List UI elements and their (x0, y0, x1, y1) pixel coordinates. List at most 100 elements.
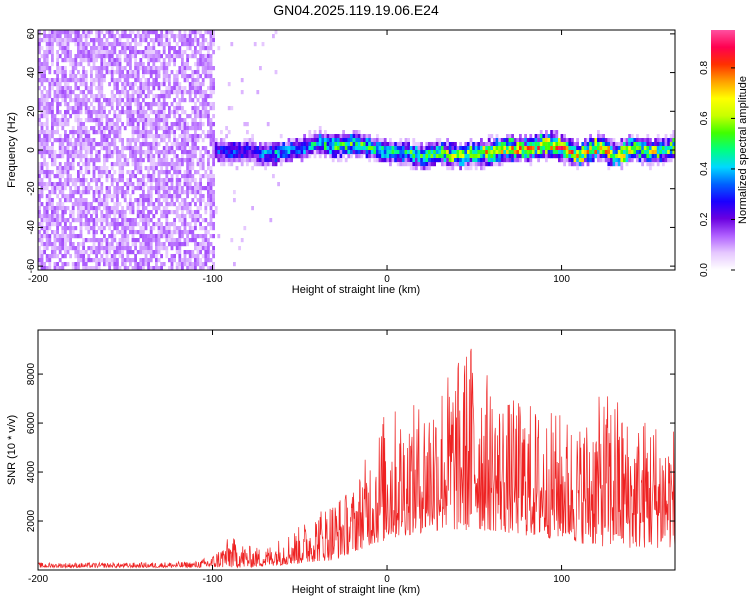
spectrogram-cell (584, 150, 587, 155)
spectrogram-cell (498, 142, 501, 147)
spectrogram-cell (175, 246, 179, 251)
spectrogram-cell (659, 142, 663, 147)
spectrogram-cell (168, 230, 171, 235)
spectrogram-cell (82, 66, 85, 71)
spectrogram-cell (225, 154, 228, 159)
spectrogram-cell (204, 262, 208, 267)
spectrogram-cell (95, 198, 98, 203)
spectrogram-cell (69, 98, 72, 103)
spectrogram-cell (183, 218, 187, 223)
spectrogram-cell (555, 138, 559, 143)
spectrogram-cell (586, 150, 590, 155)
spectrogram-cell (66, 38, 70, 43)
spectrogram-cell (90, 102, 93, 107)
spectrogram-cell (95, 94, 98, 99)
spectrogram-cell (511, 146, 514, 151)
spectrogram-cell (92, 226, 96, 231)
spectrogram-cell (519, 146, 522, 151)
spectrogram-cell (550, 138, 553, 143)
spectrogram-cell (84, 118, 88, 123)
spectrogram-cell (191, 106, 195, 111)
spectrogram-cell (105, 222, 109, 227)
spectrogram-cell (170, 178, 174, 183)
spectrogram-cell (253, 142, 257, 147)
spectrogram-cell (272, 174, 275, 179)
spectrogram-cell (58, 218, 62, 223)
spectrogram-cell (191, 214, 195, 219)
spectrogram-cell (147, 130, 150, 135)
spectrogram-cell (139, 150, 143, 155)
spectrogram-cell (126, 206, 130, 211)
spectrogram-cell (594, 146, 598, 151)
spectrogram-cell (659, 138, 663, 143)
spectrogram-cell (331, 146, 335, 151)
spectrogram-cell (152, 170, 156, 175)
spectrogram-cell (71, 242, 75, 247)
spectrogram-cell (118, 70, 122, 75)
spectrogram-cell (136, 102, 140, 107)
spectrogram-cell (87, 146, 91, 151)
spectrogram-cell (524, 154, 527, 159)
spectrogram-cell (45, 46, 49, 51)
spectrogram-cell (58, 90, 62, 95)
spectrogram-cell (204, 70, 208, 75)
spectrogram-cell (259, 142, 262, 147)
spectrogram-cell (123, 266, 127, 270)
spectrogram-cell (105, 70, 109, 75)
spectrogram-cell (495, 146, 499, 151)
spectrogram-cell (38, 178, 41, 183)
spectrogram-cell (199, 246, 202, 251)
spectrogram-cell (40, 62, 44, 67)
spectrogram-cell (61, 114, 65, 119)
spectrogram-cell (56, 34, 59, 39)
spectrogram-cell (157, 202, 161, 207)
spectrogram-cell (147, 46, 150, 51)
spectrogram-cell (175, 230, 179, 235)
spectrogram-cell (199, 42, 202, 47)
spectrogram-cell (602, 146, 605, 151)
spectrogram-cell (162, 226, 166, 231)
spectrogram-cell (74, 142, 78, 147)
spectrogram-cell (589, 134, 592, 139)
spectrogram-cell (308, 146, 312, 151)
spectrogram-cell (331, 154, 335, 159)
spectrogram-cell (667, 146, 670, 151)
spectrogram-cell (199, 250, 202, 255)
spectrogram-cell (121, 206, 124, 211)
spectrogram-cell (199, 150, 202, 155)
spectrogram-cell (170, 46, 174, 51)
spectrogram-cell (290, 142, 293, 147)
spectrogram-cell (298, 154, 301, 159)
spectrogram-cell (209, 34, 213, 39)
spectrogram-cell (217, 146, 221, 151)
spectrogram-cell (662, 146, 665, 151)
spectrogram-cell (155, 138, 158, 143)
spectrogram-cell (433, 158, 436, 163)
spectrogram-cell (188, 54, 192, 59)
spectrogram-cell (43, 122, 46, 127)
spectrogram-cell (672, 134, 675, 139)
spectrogram-cell (43, 58, 46, 63)
spectrogram-cell (459, 146, 462, 151)
spectrogram-cell (477, 158, 481, 163)
spectrogram-cell (519, 154, 522, 159)
spectrogram-cell (186, 134, 189, 139)
spectrogram-cell (69, 226, 72, 231)
spectrogram-cell (209, 122, 213, 127)
spectrogram-cell (95, 266, 98, 270)
spectrogram-cell (110, 210, 114, 215)
spectrogram-cell (45, 150, 49, 155)
spectrogram-cell (79, 74, 83, 79)
spectrogram-cell (149, 158, 153, 163)
spectrogram-cell (100, 198, 104, 203)
spectrogram-cell (66, 90, 70, 95)
spectrogram-cell (134, 186, 137, 191)
spectrogram-cell (181, 86, 184, 91)
spectrogram-cell (149, 230, 153, 235)
spectrogram-cell (110, 42, 114, 47)
spectrogram-cell (45, 174, 49, 179)
spectrogram-cell (287, 150, 291, 155)
spectrogram-cell (66, 42, 70, 47)
spectrogram-cell (38, 182, 41, 187)
spectrogram-cell (625, 142, 629, 147)
